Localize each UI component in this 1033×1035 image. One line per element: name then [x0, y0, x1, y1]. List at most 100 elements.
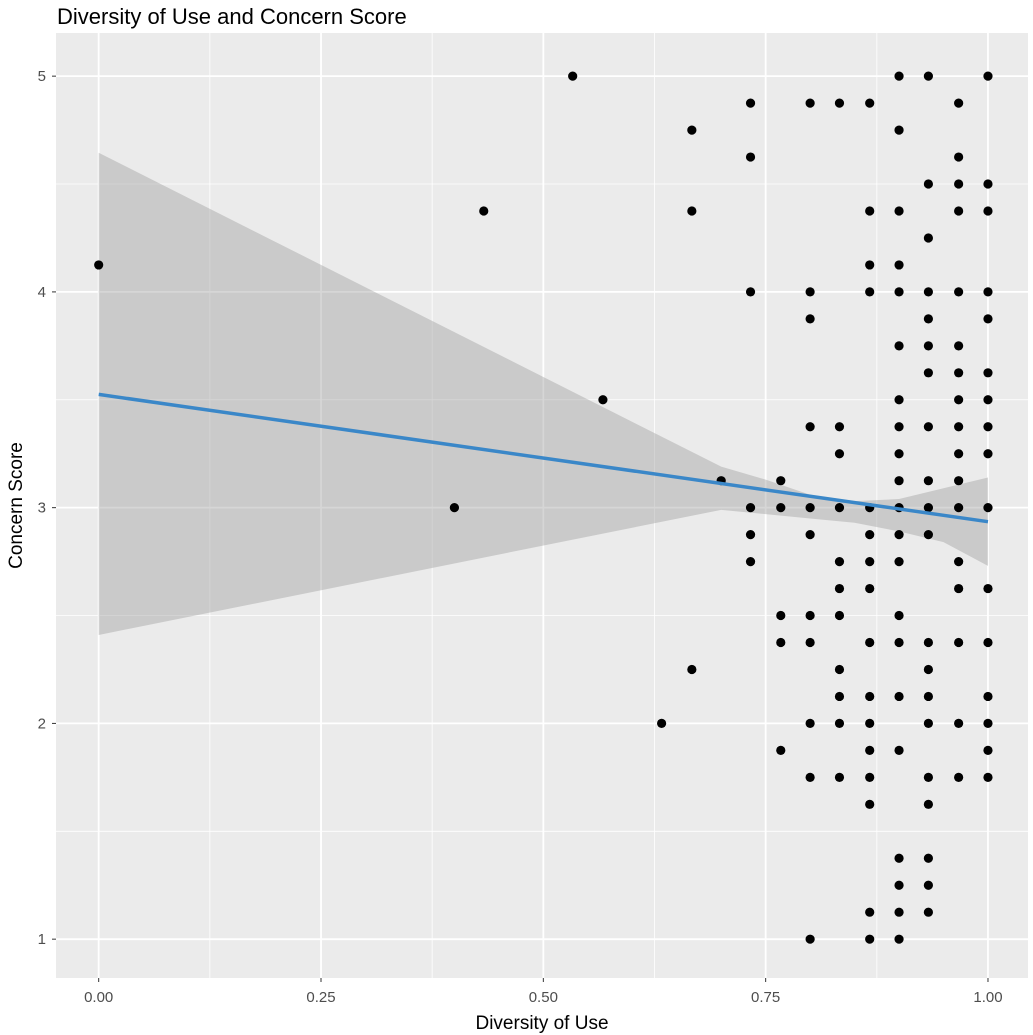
data-point [923, 71, 933, 81]
minor-gridlines [56, 33, 1028, 978]
data-point [983, 287, 993, 297]
data-point [745, 503, 756, 513]
data-point [923, 476, 933, 486]
data-point [894, 880, 904, 890]
confidence-band [98, 152, 988, 635]
data-point [805, 530, 815, 540]
data-point [776, 476, 786, 486]
data-point [983, 179, 993, 189]
data-point [865, 934, 875, 944]
data-point [954, 422, 964, 432]
chart-title: Diversity of Use and Concern Score [57, 4, 407, 29]
x-tick-label: 0.50 [529, 989, 558, 1006]
data-point [923, 799, 933, 809]
data-point [894, 341, 904, 351]
data-point [687, 125, 697, 135]
data-point [894, 637, 904, 648]
x-tick-label: 1.00 [973, 989, 1002, 1006]
data-point [894, 125, 904, 135]
data-point [894, 530, 904, 540]
data-point [776, 503, 786, 513]
data-point [923, 422, 933, 432]
data-point [745, 152, 756, 162]
data-point [923, 853, 933, 863]
data-point [834, 556, 845, 567]
data-point [923, 368, 933, 378]
data-point [865, 718, 875, 729]
y-tick-label: 3 [38, 500, 46, 517]
data-point [805, 287, 815, 297]
data-point [894, 745, 904, 755]
data-point [745, 556, 756, 567]
data-point [954, 179, 964, 189]
data-point [94, 260, 104, 270]
data-point [954, 152, 964, 162]
data-point [954, 395, 964, 405]
data-point [954, 556, 964, 567]
data-point [865, 556, 875, 567]
data-point [865, 260, 875, 270]
data-point [894, 395, 904, 405]
data-point [983, 206, 993, 216]
data-point [923, 691, 933, 702]
data-point [865, 206, 875, 216]
data-point [894, 691, 904, 702]
data-point [745, 530, 756, 540]
data-point [805, 934, 815, 944]
data-point [865, 287, 875, 297]
data-point [805, 772, 815, 782]
data-point [923, 341, 933, 351]
data-point [983, 71, 993, 81]
data-point [923, 503, 933, 513]
data-point [923, 314, 933, 324]
data-point [894, 476, 904, 486]
data-point [745, 98, 756, 108]
data-point [894, 422, 904, 432]
data-point [834, 449, 845, 459]
data-point [687, 664, 697, 675]
data-point [834, 98, 845, 108]
data-point [894, 287, 904, 297]
data-point [805, 422, 815, 432]
data-point [983, 745, 993, 755]
data-point [894, 853, 904, 863]
data-point [923, 637, 933, 648]
data-point [983, 422, 993, 432]
data-point [776, 745, 786, 755]
data-point [983, 395, 993, 405]
data-point [983, 503, 993, 513]
data-point [834, 583, 845, 594]
data-point [805, 718, 815, 729]
data-point [983, 718, 993, 729]
data-point [923, 880, 933, 890]
data-point [894, 260, 904, 270]
y-tick-label: 5 [38, 68, 46, 85]
data-point [923, 287, 933, 297]
y-axis-ticks: 1 2 3 4 5 [38, 68, 56, 948]
data-point [865, 691, 875, 702]
x-axis-label: Diversity of Use [475, 1013, 608, 1034]
data-point [865, 799, 875, 809]
data-point [894, 556, 904, 567]
y-tick-label: 1 [38, 931, 46, 948]
data-point [923, 907, 933, 917]
data-point [805, 98, 815, 108]
data-point [923, 179, 933, 189]
data-points [94, 71, 993, 944]
data-point [834, 772, 845, 782]
data-point [865, 637, 875, 648]
data-point [954, 637, 964, 648]
data-point [865, 772, 875, 782]
data-point [954, 98, 964, 108]
data-point [834, 503, 845, 513]
data-point [923, 233, 933, 243]
data-point [954, 449, 964, 459]
data-point [983, 691, 993, 702]
data-point [834, 610, 845, 621]
data-point [479, 206, 489, 216]
data-point [983, 368, 993, 378]
y-tick-label: 4 [38, 284, 46, 301]
data-point [954, 341, 964, 351]
data-point [954, 476, 964, 486]
data-point [865, 907, 875, 917]
